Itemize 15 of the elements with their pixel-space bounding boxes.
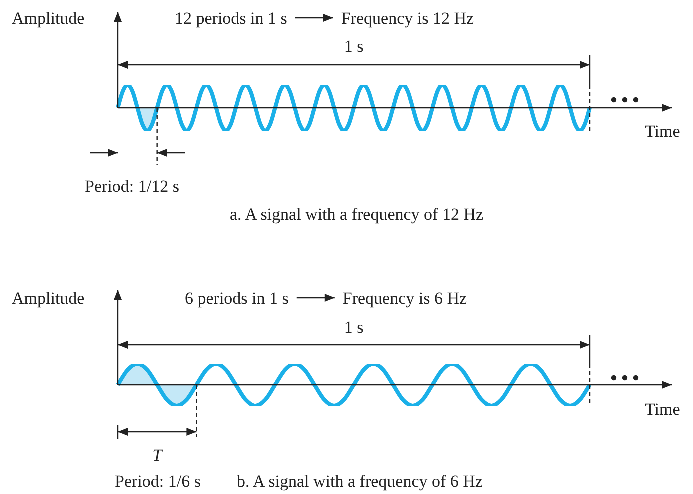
x-axis-title: Time	[645, 400, 680, 419]
text: 6 periods in 1 s	[185, 289, 289, 308]
x-axis-title: Time	[645, 122, 680, 141]
text: Period: 1/12 s	[85, 177, 180, 196]
text: b. A signal with a frequency of 6 Hz	[237, 472, 484, 491]
text: Period: 1/6 s	[115, 472, 201, 491]
text: 1 s	[344, 37, 364, 56]
y-axis-title: Amplitude	[12, 289, 85, 308]
text: a. A signal with a frequency of 12 Hz	[230, 205, 484, 224]
y-axis-title: Amplitude	[12, 9, 85, 28]
text: 1 s	[344, 318, 364, 337]
text: 12 periods in 1 s	[175, 9, 288, 28]
text: Frequency is 6 Hz	[342, 289, 468, 308]
text: Frequency is 12 Hz	[341, 9, 474, 28]
text: T	[152, 446, 164, 465]
